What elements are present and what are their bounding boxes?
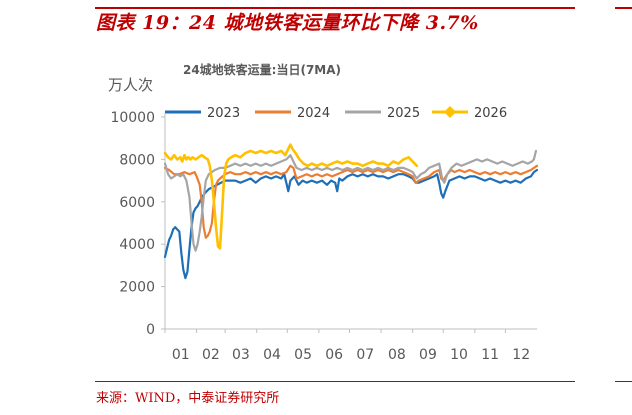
y-tick-label: 0 (146, 322, 155, 338)
legend: 2023 2024 2025 2026 (165, 106, 507, 121)
source-rule (95, 381, 575, 382)
figure-title: 图表 19：24 城地铁客运量环比下降 3.7% (96, 12, 479, 34)
x-tick-label: 05 (294, 347, 312, 363)
series-line-2023 (163, 168, 539, 280)
x-tick-label: 01 (172, 347, 190, 363)
title-rule-fragment (615, 7, 632, 9)
x-tick-label: 11 (481, 347, 499, 363)
series-line-2024 (163, 164, 539, 239)
y-tick-label: 2000 (119, 280, 155, 296)
legend-label-2025: 2025 (387, 106, 420, 121)
x-tick-label: 09 (419, 347, 437, 363)
source-rule-fragment (615, 381, 632, 382)
legend-label-2024: 2024 (297, 106, 330, 121)
y-tick-label: 6000 (119, 195, 155, 211)
x-tick-label: 02 (202, 347, 220, 363)
x-axis: 01 02 03 04 05 06 07 08 09 10 11 12 (164, 328, 537, 363)
series-line-2025 (163, 149, 538, 252)
y-axis-label: 万人次 (108, 76, 153, 94)
x-tick-label: 12 (512, 347, 530, 363)
x-tick-label: 06 (325, 347, 343, 363)
x-tick-label: 10 (450, 347, 468, 363)
x-tick-label: 03 (232, 347, 250, 363)
y-tick-label: 4000 (119, 237, 155, 253)
chart-title: 24城地铁客运量:当日(7MA) (183, 62, 341, 77)
x-tick-label: 04 (263, 347, 281, 363)
x-tick-label: 07 (356, 347, 374, 363)
title-rule (95, 7, 575, 9)
legend-marker-diamond (444, 106, 456, 118)
series-group (163, 143, 539, 280)
source-note: 来源：WIND，中泰证券研究所 (96, 391, 280, 406)
series-line-2026 (163, 143, 418, 250)
y-tick-label: 8000 (119, 152, 155, 168)
legend-label-2026: 2026 (474, 106, 507, 121)
y-axis: 0 2000 4000 6000 8000 10000 (110, 110, 166, 338)
x-tick-label: 08 (388, 347, 406, 363)
legend-label-2023: 2023 (207, 106, 240, 121)
y-tick-label: 10000 (110, 110, 155, 126)
